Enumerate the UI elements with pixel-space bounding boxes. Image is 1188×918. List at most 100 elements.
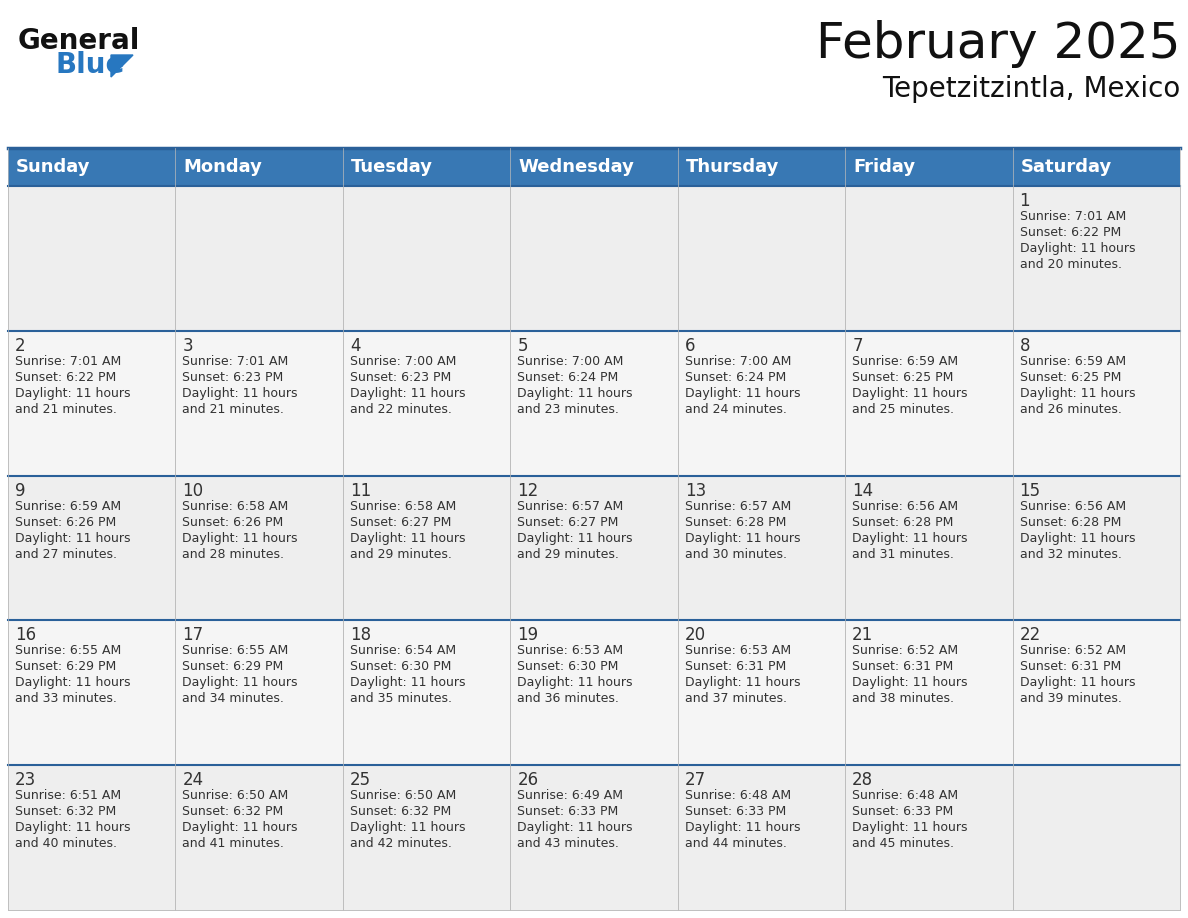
Text: Sunset: 6:33 PM: Sunset: 6:33 PM	[684, 805, 786, 818]
Text: and 34 minutes.: and 34 minutes.	[183, 692, 284, 705]
Text: 16: 16	[15, 626, 36, 644]
Text: 9: 9	[15, 482, 25, 499]
Text: 1: 1	[1019, 192, 1030, 210]
Text: and 28 minutes.: and 28 minutes.	[183, 548, 284, 561]
Text: Sunrise: 6:48 AM: Sunrise: 6:48 AM	[852, 789, 959, 802]
Bar	[343, 330, 511, 476]
Text: Sunset: 6:31 PM: Sunset: 6:31 PM	[852, 660, 954, 674]
Bar	[677, 186, 845, 330]
Text: Sunset: 6:31 PM: Sunset: 6:31 PM	[684, 660, 786, 674]
Text: 4: 4	[349, 337, 360, 354]
Text: Daylight: 11 hours: Daylight: 11 hours	[1019, 386, 1135, 400]
Text: Sunrise: 6:51 AM: Sunrise: 6:51 AM	[15, 789, 121, 802]
Text: Sunset: 6:23 PM: Sunset: 6:23 PM	[183, 371, 284, 384]
Text: 11: 11	[349, 482, 371, 499]
Bar	[343, 186, 511, 330]
Text: Sunset: 6:29 PM: Sunset: 6:29 PM	[15, 660, 116, 674]
Bar	[8, 476, 176, 621]
Text: Thursday: Thursday	[685, 158, 779, 176]
Bar	[845, 476, 1012, 621]
Text: 23: 23	[15, 771, 37, 789]
Text: 3: 3	[183, 337, 194, 354]
Bar	[845, 148, 1012, 186]
Text: and 26 minutes.: and 26 minutes.	[1019, 403, 1121, 416]
Text: Sunset: 6:23 PM: Sunset: 6:23 PM	[349, 371, 451, 384]
Text: and 27 minutes.: and 27 minutes.	[15, 548, 116, 561]
Text: Sunrise: 7:00 AM: Sunrise: 7:00 AM	[349, 354, 456, 368]
Text: 5: 5	[517, 337, 527, 354]
Text: 25: 25	[349, 771, 371, 789]
Text: Sunset: 6:28 PM: Sunset: 6:28 PM	[684, 516, 786, 529]
Bar	[343, 766, 511, 910]
Text: 7: 7	[852, 337, 862, 354]
Text: 22: 22	[1019, 626, 1041, 644]
Text: 13: 13	[684, 482, 706, 499]
Text: Daylight: 11 hours: Daylight: 11 hours	[15, 532, 131, 544]
Bar	[845, 330, 1012, 476]
Text: Sunset: 6:22 PM: Sunset: 6:22 PM	[15, 371, 116, 384]
Text: Sunrise: 6:52 AM: Sunrise: 6:52 AM	[852, 644, 959, 657]
Text: Sunrise: 6:56 AM: Sunrise: 6:56 AM	[1019, 499, 1126, 512]
Text: Daylight: 11 hours: Daylight: 11 hours	[15, 386, 131, 400]
Bar	[176, 476, 343, 621]
Bar	[343, 148, 511, 186]
Text: Sunrise: 6:54 AM: Sunrise: 6:54 AM	[349, 644, 456, 657]
Bar	[511, 330, 677, 476]
Text: 19: 19	[517, 626, 538, 644]
Text: Sunset: 6:32 PM: Sunset: 6:32 PM	[349, 805, 451, 818]
Text: and 43 minutes.: and 43 minutes.	[517, 837, 619, 850]
Text: Sunrise: 6:56 AM: Sunrise: 6:56 AM	[852, 499, 959, 512]
Text: Sunrise: 6:57 AM: Sunrise: 6:57 AM	[684, 499, 791, 512]
Bar	[845, 186, 1012, 330]
Text: Sunset: 6:33 PM: Sunset: 6:33 PM	[852, 805, 954, 818]
Text: Daylight: 11 hours: Daylight: 11 hours	[517, 677, 633, 689]
Text: Sunrise: 6:53 AM: Sunrise: 6:53 AM	[517, 644, 624, 657]
Text: Friday: Friday	[853, 158, 915, 176]
Text: Sunset: 6:33 PM: Sunset: 6:33 PM	[517, 805, 619, 818]
Bar	[1012, 148, 1180, 186]
Bar	[8, 148, 176, 186]
Bar	[511, 476, 677, 621]
Text: and 25 minutes.: and 25 minutes.	[852, 403, 954, 416]
Text: Sunrise: 7:01 AM: Sunrise: 7:01 AM	[15, 354, 121, 368]
Bar	[8, 621, 176, 766]
Text: Blue: Blue	[56, 51, 126, 79]
Text: 18: 18	[349, 626, 371, 644]
Text: 27: 27	[684, 771, 706, 789]
Text: 21: 21	[852, 626, 873, 644]
Bar	[176, 621, 343, 766]
Text: Sunrise: 6:48 AM: Sunrise: 6:48 AM	[684, 789, 791, 802]
Text: 12: 12	[517, 482, 538, 499]
Text: Monday: Monday	[183, 158, 263, 176]
Text: and 42 minutes.: and 42 minutes.	[349, 837, 451, 850]
Text: Daylight: 11 hours: Daylight: 11 hours	[15, 677, 131, 689]
Text: Sunset: 6:24 PM: Sunset: 6:24 PM	[684, 371, 786, 384]
Text: Daylight: 11 hours: Daylight: 11 hours	[684, 822, 801, 834]
Bar	[176, 148, 343, 186]
Text: Daylight: 11 hours: Daylight: 11 hours	[349, 532, 466, 544]
Text: Daylight: 11 hours: Daylight: 11 hours	[684, 386, 801, 400]
Text: Sunrise: 6:59 AM: Sunrise: 6:59 AM	[852, 354, 959, 368]
Text: Sunrise: 7:01 AM: Sunrise: 7:01 AM	[1019, 210, 1126, 223]
Text: Sunset: 6:31 PM: Sunset: 6:31 PM	[1019, 660, 1120, 674]
Text: 24: 24	[183, 771, 203, 789]
Text: and 30 minutes.: and 30 minutes.	[684, 548, 786, 561]
Text: Sunday: Sunday	[15, 158, 90, 176]
Bar	[1012, 186, 1180, 330]
Text: 17: 17	[183, 626, 203, 644]
Text: Sunrise: 6:49 AM: Sunrise: 6:49 AM	[517, 789, 624, 802]
Text: and 20 minutes.: and 20 minutes.	[1019, 258, 1121, 271]
Text: Sunrise: 6:58 AM: Sunrise: 6:58 AM	[183, 499, 289, 512]
Text: Sunrise: 6:58 AM: Sunrise: 6:58 AM	[349, 499, 456, 512]
Text: Daylight: 11 hours: Daylight: 11 hours	[1019, 677, 1135, 689]
Text: Sunrise: 6:53 AM: Sunrise: 6:53 AM	[684, 644, 791, 657]
Text: Sunset: 6:25 PM: Sunset: 6:25 PM	[852, 371, 954, 384]
Text: and 29 minutes.: and 29 minutes.	[349, 548, 451, 561]
Text: 10: 10	[183, 482, 203, 499]
Text: Sunset: 6:28 PM: Sunset: 6:28 PM	[852, 516, 954, 529]
Text: Daylight: 11 hours: Daylight: 11 hours	[183, 532, 298, 544]
Text: Saturday: Saturday	[1020, 158, 1112, 176]
Bar	[176, 186, 343, 330]
Bar	[1012, 330, 1180, 476]
Text: Sunrise: 6:50 AM: Sunrise: 6:50 AM	[349, 789, 456, 802]
